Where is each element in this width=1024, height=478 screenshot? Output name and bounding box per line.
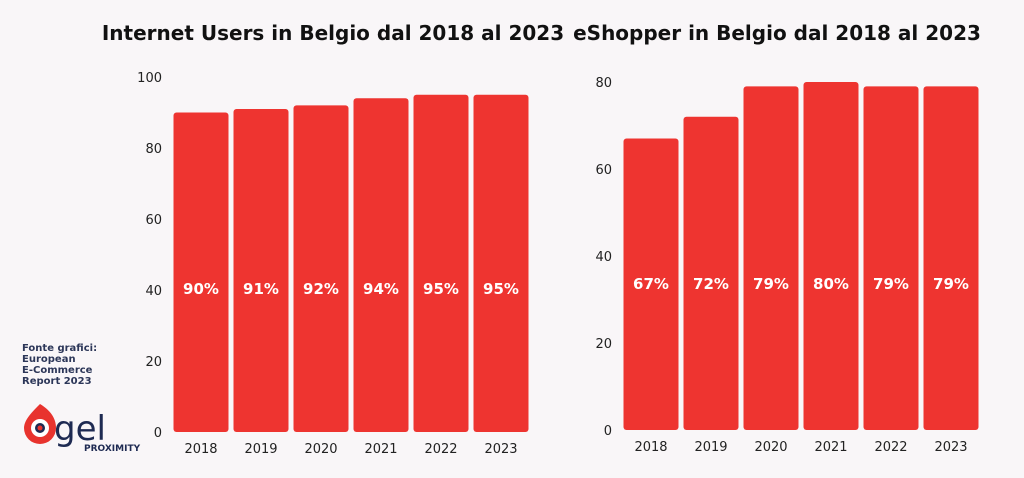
x-tick-label: 2018 — [634, 440, 667, 455]
bar — [923, 86, 979, 430]
data-label: 72% — [693, 275, 729, 293]
logo-wordmark: gel — [54, 409, 106, 449]
y-tick-label: 40 — [145, 284, 162, 299]
x-tick-label: 2020 — [754, 440, 787, 455]
x-tick-label: 2018 — [184, 442, 217, 457]
y-tick-label: 20 — [145, 355, 162, 370]
logo-subtext: PROXIMITY — [84, 444, 141, 454]
bar — [353, 98, 409, 433]
bar — [473, 94, 529, 432]
source-note: Fonte grafici: European E-Commerce Repor… — [22, 343, 122, 387]
bar — [803, 82, 859, 430]
y-tick-label: 80 — [145, 142, 162, 157]
y-tick-label: 60 — [145, 213, 162, 228]
data-label: 79% — [873, 275, 909, 293]
data-label: 94% — [363, 280, 399, 298]
gel-proximity-logo: gel PROXIMITY — [24, 404, 141, 454]
y-tick-label: 80 — [595, 76, 612, 91]
x-tick-label: 2022 — [874, 440, 907, 455]
chart-title: Internet Users in Belgio dal 2018 al 202… — [102, 21, 564, 45]
y-tick-label: 40 — [595, 250, 612, 265]
bar — [293, 105, 349, 433]
source-line: Report 2023 — [22, 376, 92, 387]
data-label: 91% — [243, 280, 279, 298]
bar — [623, 138, 679, 431]
bar — [863, 86, 919, 430]
data-label: 95% — [483, 280, 519, 298]
bar — [413, 94, 469, 432]
chart-title: eShopper in Belgio dal 2018 al 2023 — [573, 21, 981, 45]
y-tick-label: 60 — [595, 163, 612, 178]
x-tick-label: 2020 — [304, 442, 337, 457]
y-tick-label: 20 — [595, 337, 612, 352]
data-label: 95% — [423, 280, 459, 298]
y-tick-label: 100 — [137, 71, 162, 86]
data-label: 92% — [303, 280, 339, 298]
source-line: E-Commerce — [22, 365, 93, 376]
data-label: 90% — [183, 280, 219, 298]
bar — [173, 112, 229, 432]
bar — [233, 108, 289, 432]
x-tick-label: 2019 — [244, 442, 277, 457]
source-line: Fonte grafici: — [22, 343, 98, 354]
x-tick-label: 2019 — [694, 440, 727, 455]
y-tick-label: 0 — [604, 424, 612, 439]
x-tick-label: 2023 — [934, 440, 967, 455]
source-line: European — [22, 354, 76, 365]
y-tick-label: 0 — [154, 426, 162, 441]
x-tick-label: 2021 — [364, 442, 397, 457]
data-label: 80% — [813, 275, 849, 293]
bar — [683, 116, 739, 431]
data-label: 67% — [633, 275, 669, 293]
x-tick-label: 2021 — [814, 440, 847, 455]
x-tick-label: 2023 — [484, 442, 517, 457]
data-label: 79% — [933, 275, 969, 293]
data-label: 79% — [753, 275, 789, 293]
x-tick-label: 2022 — [424, 442, 457, 457]
bar — [743, 86, 799, 430]
